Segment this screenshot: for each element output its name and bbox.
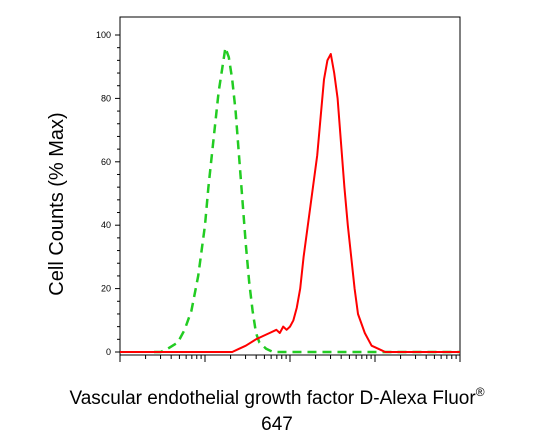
x-axis-ticks <box>119 355 461 362</box>
y-axis-ticks: 0 20 40 60 80 100 <box>96 30 120 357</box>
plot-frame <box>119 16 461 356</box>
series-layer <box>120 46 460 354</box>
series-line-solid <box>120 53 460 353</box>
y-axis-title: Cell Counts (% Max) <box>46 112 68 295</box>
y-tick-label: 0 <box>106 347 111 357</box>
x-axis-title-line2: 647 <box>261 414 293 435</box>
x-axis-title-main: Vascular endothelial growth factor D-Ale… <box>69 388 476 409</box>
y-tick-label: 40 <box>101 220 111 230</box>
y-tick-label: 60 <box>101 157 111 167</box>
y-tick-label: 20 <box>101 284 111 294</box>
x-axis-title-superscript: ® <box>476 385 485 399</box>
y-tick-label: 100 <box>96 30 111 40</box>
x-axis-title: Vascular endothelial growth factor D-Ale… <box>69 385 484 409</box>
series-line-dashed <box>154 46 460 354</box>
y-tick-label: 80 <box>101 93 111 103</box>
